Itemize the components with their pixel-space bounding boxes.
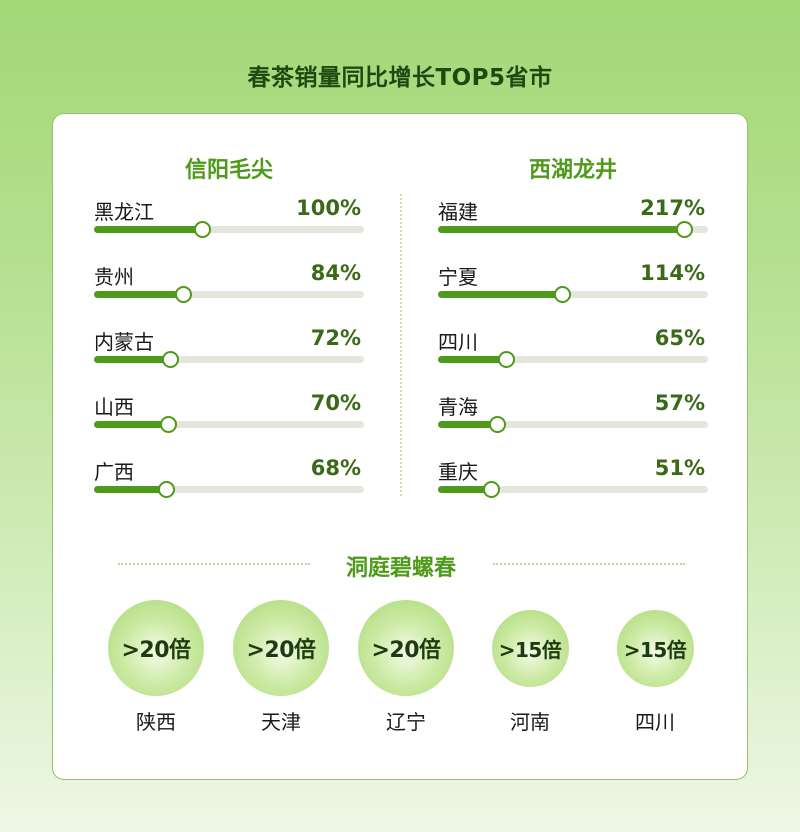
progress-knob xyxy=(194,221,211,238)
progress-knob xyxy=(482,481,500,498)
content-card: 信阳毛尖 黑龙江 100% 贵州 84% 内蒙古 72% 山西 70% 广西 6… xyxy=(52,113,748,780)
dotted-divider xyxy=(400,194,402,496)
progress-track xyxy=(94,416,364,433)
progress-knob xyxy=(554,286,572,303)
progress-knob xyxy=(675,221,693,238)
growth-value: 114% xyxy=(640,261,705,285)
progress-track xyxy=(94,221,364,238)
progress-track xyxy=(438,286,708,303)
progress-fill xyxy=(94,356,170,363)
progress-fill xyxy=(94,226,202,233)
dotted-line-left xyxy=(118,563,310,565)
bar-row: 黑龙江 100% xyxy=(94,196,364,246)
bar-row: 福建 217% xyxy=(438,196,708,246)
progress-knob xyxy=(489,416,507,433)
progress-fill xyxy=(438,226,684,233)
province-label: 辽宁 xyxy=(386,710,426,734)
section-title: 洞庭碧螺春 xyxy=(345,556,456,581)
progress-track xyxy=(438,221,708,238)
bubble-item: >20倍 辽宁 xyxy=(351,600,461,735)
progress-fill xyxy=(438,356,506,363)
province-label: 重庆 xyxy=(438,460,478,484)
province-label: 陕西 xyxy=(136,710,176,734)
province-label: 青海 xyxy=(438,395,478,419)
multiplier-bubble: >20倍 xyxy=(233,600,329,696)
progress-knob xyxy=(157,481,175,498)
growth-value: 100% xyxy=(296,196,361,220)
progress-fill xyxy=(438,421,498,428)
progress-track xyxy=(94,286,364,303)
province-label: 广西 xyxy=(94,460,134,484)
province-label: 宁夏 xyxy=(438,265,478,289)
progress-fill xyxy=(94,291,184,298)
bubble-item: >20倍 天津 xyxy=(226,600,336,735)
progress-fill xyxy=(94,486,166,493)
growth-value: 65% xyxy=(654,326,705,350)
bar-row: 宁夏 114% xyxy=(438,261,708,311)
multiplier-bubble: >20倍 xyxy=(358,600,454,696)
progress-track xyxy=(438,416,708,433)
growth-value: 68% xyxy=(310,456,361,480)
province-label: 四川 xyxy=(635,710,675,734)
bar-row: 山西 70% xyxy=(94,391,364,441)
progress-knob xyxy=(160,416,178,433)
bar-row: 四川 65% xyxy=(438,326,708,376)
province-label: 黑龙江 xyxy=(94,200,154,224)
province-label: 山西 xyxy=(94,395,134,419)
bar-row: 贵州 84% xyxy=(94,261,364,311)
bubble-item: >15倍 河南 xyxy=(475,600,585,735)
progress-fill xyxy=(94,421,169,428)
progress-knob xyxy=(175,286,193,303)
bar-row: 青海 57% xyxy=(438,391,708,441)
growth-value: 70% xyxy=(310,391,361,415)
panel-title: 信阳毛尖 xyxy=(184,158,273,183)
multiplier-bubble: >15倍 xyxy=(616,610,694,687)
growth-value: 84% xyxy=(310,261,361,285)
growth-value: 51% xyxy=(654,456,705,480)
progress-knob xyxy=(497,351,515,368)
growth-value: 57% xyxy=(654,391,705,415)
province-label: 河南 xyxy=(510,710,550,734)
progress-fill xyxy=(438,486,491,493)
progress-track xyxy=(438,481,708,498)
province-label: 福建 xyxy=(438,200,478,224)
bar-row: 内蒙古 72% xyxy=(94,326,364,376)
progress-fill xyxy=(438,291,563,298)
bar-row: 广西 68% xyxy=(94,456,364,506)
province-label: 内蒙古 xyxy=(94,330,154,354)
bar-row: 重庆 51% xyxy=(438,456,708,506)
multiplier-bubble: >15倍 xyxy=(491,610,569,687)
progress-track xyxy=(438,351,708,368)
progress-knob xyxy=(161,351,179,368)
progress-track xyxy=(94,351,364,368)
province-label: 贵州 xyxy=(94,265,134,289)
progress-track xyxy=(94,481,364,498)
bubble-item: >15倍 四川 xyxy=(600,600,710,735)
province-label: 天津 xyxy=(261,710,301,734)
page-title: 春茶销量同比增长TOP5省市 xyxy=(247,65,553,91)
bubble-item: >20倍 陕西 xyxy=(101,600,211,735)
dotted-line-right xyxy=(493,563,685,565)
growth-value: 72% xyxy=(310,326,361,350)
panel-title: 西湖龙井 xyxy=(528,158,617,183)
multiplier-bubble: >20倍 xyxy=(108,600,204,696)
province-label: 四川 xyxy=(438,330,478,354)
growth-value: 217% xyxy=(640,196,705,220)
